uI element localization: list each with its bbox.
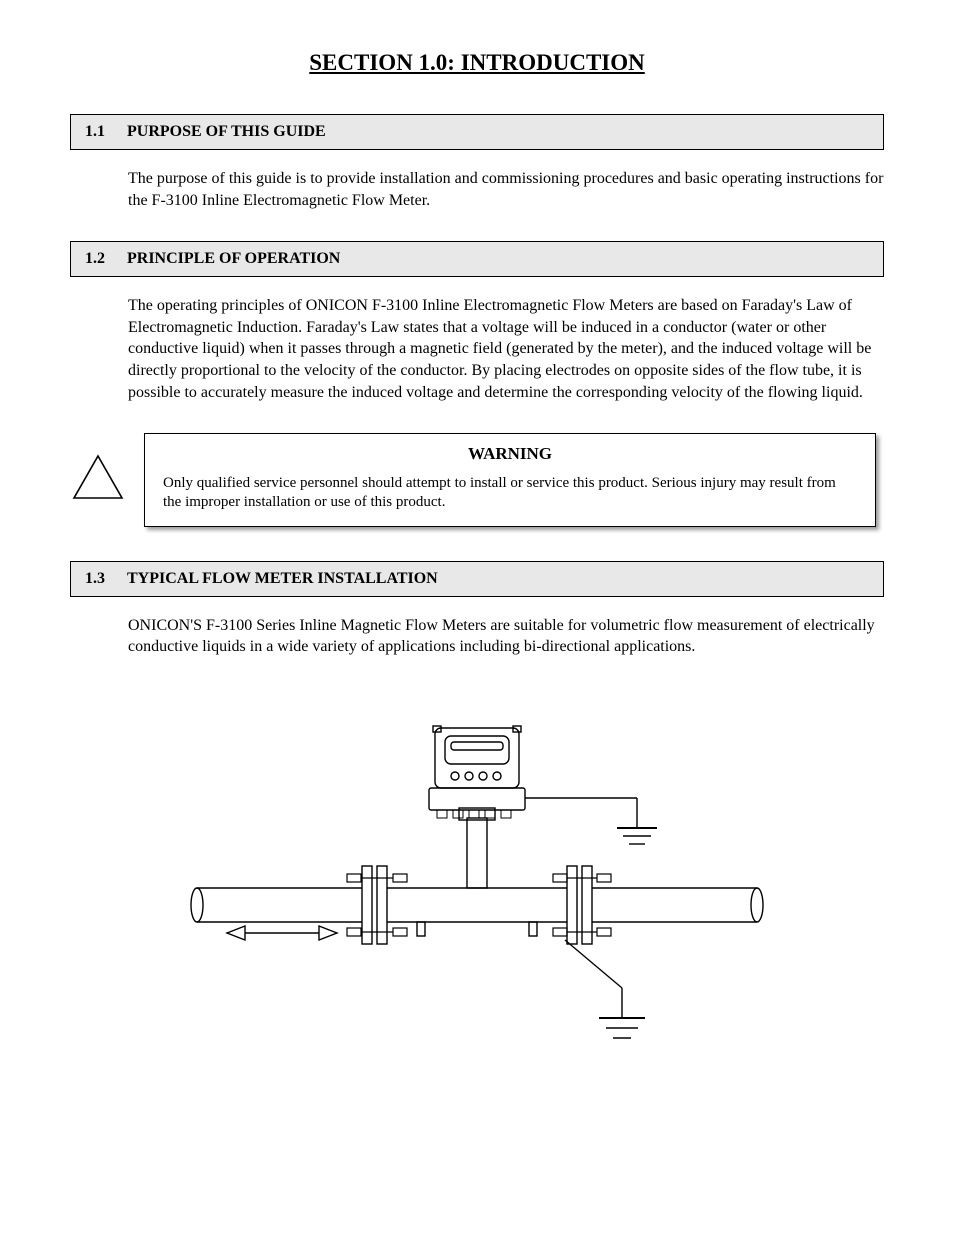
page-title: SECTION 1.0: INTRODUCTION: [70, 50, 884, 76]
warning-box: WARNING Only qualified service personnel…: [144, 433, 876, 527]
section-number: 1.3: [85, 570, 105, 588]
section-header-1-1: 1.1 PURPOSE OF THIS GUIDE: [70, 114, 884, 150]
section-body-1-3: ONICON'S F-3100 Series Inline Magnetic F…: [128, 615, 884, 658]
installation-diagram: [70, 688, 884, 1068]
warning-row: WARNING Only qualified service personnel…: [70, 433, 884, 527]
section-body-1-2: The operating principles of ONICON F-310…: [128, 295, 884, 403]
section-body-1-1: The purpose of this guide is to provide …: [128, 168, 884, 211]
section-number: 1.1: [85, 123, 105, 141]
section-title: PRINCIPLE OF OPERATION: [127, 250, 873, 268]
section-header-1-3: 1.3 TYPICAL FLOW METER INSTALLATION: [70, 561, 884, 597]
warning-triangle-icon: [70, 452, 126, 507]
warning-title: WARNING: [163, 444, 857, 464]
warning-text: Only qualified service personnel should …: [163, 474, 857, 512]
section-header-1-2: 1.2 PRINCIPLE OF OPERATION: [70, 241, 884, 277]
section-number: 1.2: [85, 250, 105, 268]
flow-meter-diagram-icon: [167, 688, 787, 1068]
section-title: TYPICAL FLOW METER INSTALLATION: [127, 570, 873, 588]
section-title: PURPOSE OF THIS GUIDE: [127, 123, 873, 141]
